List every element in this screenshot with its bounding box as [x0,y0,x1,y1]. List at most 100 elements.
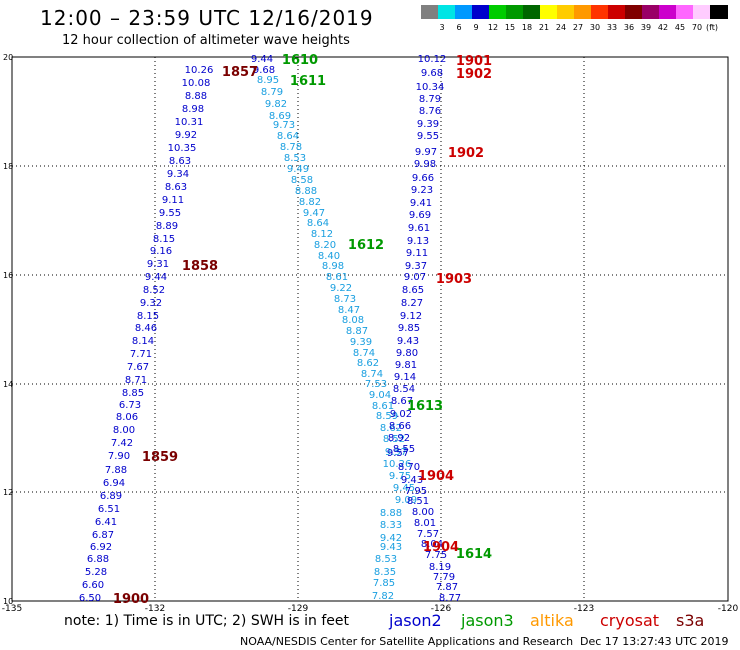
legend-s3a: s3a [676,611,705,630]
scale-swatch [489,5,507,19]
wave-height-value: 8.77 [439,593,461,604]
wave-height-value: 7.57 [417,529,439,540]
wave-height-value: 8.08 [342,315,364,326]
wave-height-value: 8.98 [322,261,344,272]
wave-height-value: 9.47 [303,208,325,219]
wave-height-value: 8.64 [277,131,299,142]
wave-height-value: 7.75 [425,550,447,561]
wave-height-value: 8.19 [429,562,451,573]
wave-height-value: 8.78 [280,142,302,153]
legend-jason3: jason3 [461,611,514,630]
wave-height-value: 7.53 [365,379,387,390]
wave-height-value: 8.74 [361,369,383,380]
wave-height-value: 6.51 [98,504,120,515]
scale-label: 24 [555,23,567,32]
scale-unit: (ft) [705,23,719,32]
generated-timestamp: Dec 17 13:27:43 UTC 2019 [580,635,729,648]
wave-height-value: 9.23 [411,185,433,196]
lon-tick-label: -120 [718,604,739,614]
scale-swatch [540,5,558,19]
wave-height-value: 9.13 [407,236,429,247]
pass-time-tag: 1904 [418,469,454,484]
wave-height-value: 8.35 [374,567,396,578]
wave-height-value: 9.37 [405,261,427,272]
wave-height-value: 8.55 [393,444,415,455]
wave-height-value: 9.68 [421,68,443,79]
wave-height-value: 7.71 [130,349,152,360]
wave-height-value: 8.66 [389,421,411,432]
scale-label: 30 [589,23,601,32]
wave-height-value: 9.43 [397,336,419,347]
wave-height-value: 7.82 [372,591,394,602]
wave-height-value: 6.41 [95,517,117,528]
wave-height-value: 9.44 [251,54,273,65]
scale-label: 27 [572,23,584,32]
wave-height-value: 8.63 [169,156,191,167]
wave-height-value: 9.07 [404,272,426,283]
wave-height-value: 10.31 [175,117,204,128]
wave-height-value: 9.80 [396,348,418,359]
scale-label: 3 [439,23,445,32]
wave-height-value: 9.75 [389,471,411,482]
page-subtitle: 12 hour collection of altimeter wave hei… [62,33,350,48]
wave-height-value: 7.79 [433,572,455,583]
wave-height-value: 8.71 [125,375,147,386]
wave-height-value: 10.26 [383,459,412,470]
wave-height-value: 9.32 [140,298,162,309]
wave-height-value: 9.11 [406,248,428,259]
pass-time-tag: 1614 [456,547,492,562]
lat-tick-label: 18 [3,162,13,171]
wave-height-value: 8.59 [376,411,398,422]
wave-height-value: 7.87 [436,582,458,593]
wave-height-value: 8.04 [421,539,443,550]
wave-height-value: 8.88 [185,91,207,102]
wave-height-value: 9.68 [253,65,275,76]
wave-height-value: 6.92 [90,542,112,553]
wave-height-value: 9.66 [412,173,434,184]
wave-height-value: 9.45 [393,483,415,494]
wave-height-value: 9.02 [390,409,412,420]
wave-height-value: 10.26 [185,65,214,76]
legend-cryosat: cryosat [600,611,660,630]
wave-height-value: 6.73 [119,400,141,411]
pass-time-tag: 1858 [182,259,218,274]
pass-time-tag: 1612 [348,238,384,253]
wave-height-value: 9.14 [394,372,416,383]
wave-height-value: 6.87 [92,530,114,541]
wave-height-value: 9.39 [350,337,372,348]
wave-height-value: 8.51 [407,496,429,507]
pass-time-tag: 1904 [423,540,459,555]
wave-height-value: 10.12 [418,54,447,65]
pass-time-tag: 1611 [290,74,326,89]
scale-swatch [523,5,541,19]
scale-swatch [608,5,626,19]
scale-label: 36 [623,23,635,32]
scale-swatch [676,5,694,19]
wave-height-value: 8.15 [137,311,159,322]
wave-height-value: 6.94 [103,478,125,489]
lon-tick-label: -126 [431,604,452,614]
wave-height-value: 9.31 [147,259,169,270]
wave-height-value: 7.67 [127,362,149,373]
wave-height-value: 8.52 [143,285,165,296]
wave-height-value: 8.62 [357,358,379,369]
scale-swatch [659,5,677,19]
wave-height-value: 9.81 [395,360,417,371]
wave-height-value: 8.88 [295,186,317,197]
scale-swatch [557,5,575,19]
pass-time-tag: 1859 [142,450,178,465]
legend-jason2: jason2 [389,611,442,630]
wave-height-value: 9.69 [409,210,431,221]
scale-swatch [710,5,728,19]
page-title: 12:00 – 23:59 UTC 12/16/2019 [40,6,374,30]
wave-height-value: 5.28 [85,567,107,578]
wave-height-value: 8.15 [153,234,175,245]
wave-height-value: 10.34 [416,82,445,93]
wave-height-value: 8.53 [375,554,397,565]
wave-height-value: 9.82 [265,99,287,110]
wave-height-value: 10.08 [182,78,211,89]
wave-height-value: 7.42 [111,438,133,449]
wave-height-value: 8.58 [291,175,313,186]
wave-height-value: 8.20 [314,240,336,251]
